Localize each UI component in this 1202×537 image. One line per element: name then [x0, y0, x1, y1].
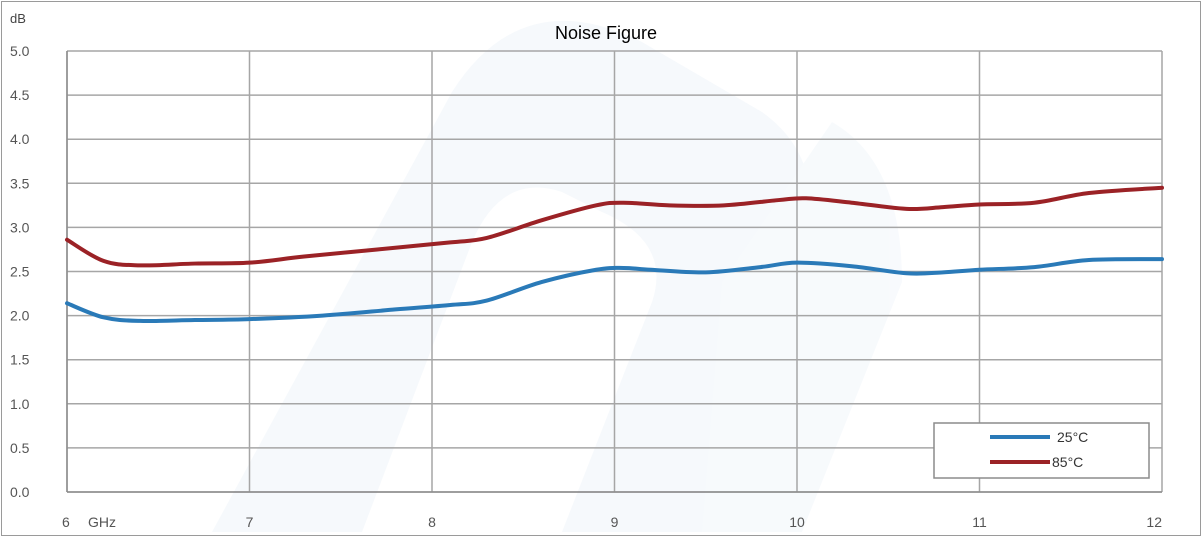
x-tick-label: 6 — [62, 514, 70, 530]
x-axis-unit-label: GHz — [88, 514, 116, 530]
y-tick-label: 0.5 — [10, 440, 30, 456]
y-tick-label: 0.0 — [10, 484, 30, 500]
x-tick-label: 8 — [428, 514, 436, 530]
series-lines — [65, 185, 1164, 323]
y-tick-label: 5.0 — [10, 43, 30, 59]
x-tick-label: 11 — [972, 514, 987, 530]
legend-box — [933, 422, 1150, 479]
y-tick-label: 2.5 — [10, 264, 30, 280]
series-line-25c — [65, 257, 1164, 323]
y-tick-label: 4.5 — [10, 87, 30, 103]
x-tick-label: 7 — [246, 514, 254, 530]
legend-label: 85°C — [1052, 454, 1083, 470]
y-tick-label: 1.5 — [10, 352, 30, 368]
x-tick-label: 10 — [789, 514, 805, 530]
y-tick-label: 1.0 — [10, 396, 30, 412]
series-line-85c — [65, 185, 1164, 268]
legend-label: 25°C — [1057, 429, 1088, 445]
y-axis-label: dB — [10, 11, 26, 26]
y-tick-label: 4.0 — [10, 131, 30, 147]
chart-title: Noise Figure — [555, 23, 657, 43]
y-tick-label: 3.5 — [10, 175, 30, 191]
x-tick-label: 9 — [611, 514, 619, 530]
legend: 25°C 85°C — [933, 422, 1150, 479]
y-tick-label: 2.0 — [10, 308, 30, 324]
y-tick-label: 3.0 — [10, 219, 30, 235]
axes — [66, 51, 1162, 493]
x-tick-label: 12 — [1146, 514, 1162, 530]
tick-labels: 0.0 0.5 1.0 1.5 2.0 2.5 3.0 3.5 4.0 4.5 5.0 6 7 8 9 10 1… — [10, 43, 1162, 530]
